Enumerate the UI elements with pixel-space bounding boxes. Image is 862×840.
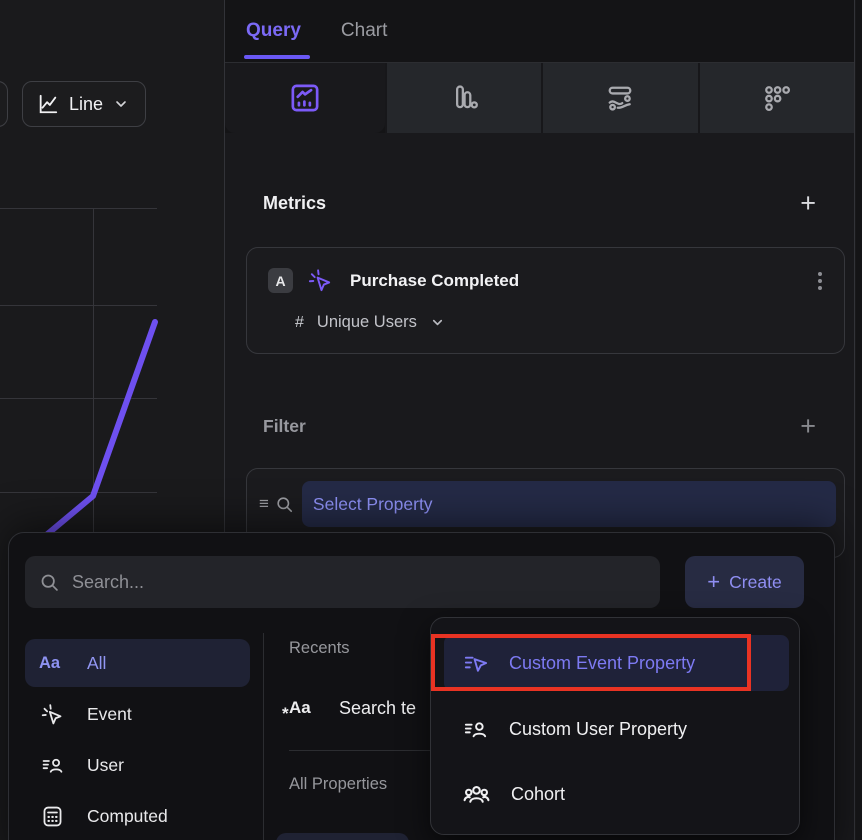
user-properties-icon [39, 753, 65, 778]
category-label: Computed [87, 805, 168, 826]
all-properties-section-title: All Properties [289, 775, 388, 793]
section-divider [289, 750, 445, 751]
plus-icon: + [707, 569, 721, 594]
measure-label: Unique Users [316, 313, 417, 331]
chart-gridline [93, 208, 94, 532]
chevron-down-icon [116, 101, 126, 107]
recents-section-title: Recents [289, 639, 350, 657]
retention-dots-icon [764, 86, 790, 112]
picker-search-input[interactable] [72, 571, 646, 593]
metric-card[interactable]: A Purchase Completed # Unique Users [246, 247, 845, 354]
custom-event-property-icon [464, 656, 488, 672]
chart-type-dropdown[interactable]: Line [22, 81, 147, 127]
menu-item-label: Custom Event Property [509, 652, 696, 673]
clipped-toolbar-button[interactable] [0, 81, 8, 127]
picker-search-field[interactable] [25, 556, 660, 608]
tab-query[interactable]: Query [244, 20, 310, 59]
search-icon [41, 574, 58, 591]
active-tab-underline [244, 55, 310, 59]
add-filter-button[interactable]: + [800, 411, 816, 441]
category-computed[interactable]: Computed [25, 792, 250, 840]
tab-insights[interactable] [225, 63, 385, 133]
chart-gridline [0, 398, 157, 399]
category-label: User [87, 754, 124, 775]
line-chart-series [11, 319, 158, 560]
query-panel: Query Chart [224, 0, 855, 840]
chart-gridline [0, 208, 157, 209]
calculator-icon [39, 804, 65, 829]
metrics-header: Metrics + [263, 188, 816, 218]
bar-chart-icon [456, 85, 479, 109]
filter-header: Filter + [263, 411, 816, 441]
tab-retention[interactable] [697, 63, 854, 133]
chart-gridline [0, 492, 157, 493]
category-label: All [87, 652, 107, 673]
drag-handle-icon[interactable]: ≡ [259, 494, 269, 513]
select-property-text: Select Property [312, 493, 433, 514]
menu-item-custom-user-property[interactable]: Custom User Property [444, 701, 789, 757]
metrics-title: Metrics [263, 192, 327, 213]
category-list: Aa All Event [25, 639, 250, 840]
results-column: Recents Aa * Search te All Properties [282, 639, 689, 794]
insights-chart-icon [291, 84, 319, 112]
tab-flows[interactable] [541, 63, 698, 133]
custom-property-aa-icon: Aa * [282, 698, 311, 723]
category-user[interactable]: User [25, 741, 250, 789]
metric-event-name[interactable]: Purchase Completed [350, 270, 520, 290]
numeric-measure-icon: # [295, 313, 304, 331]
custom-user-property-icon [464, 721, 487, 737]
recent-item-label: Search te [339, 697, 417, 718]
event-cursor-icon [39, 702, 65, 727]
chevron-down-icon [432, 319, 442, 326]
aa-icon: Aa [39, 653, 61, 672]
tab-bar-chart[interactable] [385, 63, 542, 133]
menu-item-label: Cohort [511, 783, 566, 804]
category-event[interactable]: Event [25, 690, 250, 738]
category-label: Event [87, 703, 132, 724]
line-chart-icon [39, 94, 58, 114]
column-divider [263, 633, 264, 840]
menu-item-cohort[interactable]: Cohort [444, 766, 789, 822]
highlighted-property-row[interactable] [276, 833, 409, 840]
flows-icon [609, 86, 632, 111]
filter-title: Filter [263, 415, 306, 436]
menu-item-custom-event-property[interactable]: Custom Event Property [444, 635, 789, 691]
panel-tab-bar: Query Chart [225, 0, 854, 63]
event-cursor-icon [308, 269, 331, 292]
cohort-icon [463, 785, 490, 803]
category-all[interactable]: Aa All [25, 639, 250, 687]
tab-chart[interactable]: Chart [340, 20, 388, 41]
measure-selector[interactable]: # Unique Users [295, 313, 445, 332]
metric-card-row-event: A Purchase Completed [268, 267, 828, 294]
recent-item[interactable]: Aa * Search te [282, 688, 689, 728]
chart-gridline [0, 305, 157, 306]
chart-type-label: Line [69, 93, 104, 114]
create-button-label: Create [729, 571, 782, 592]
menu-item-label: Custom User Property [509, 718, 688, 739]
series-badge: A [268, 268, 293, 293]
view-type-tab-strip [225, 63, 854, 133]
create-button[interactable]: + Create [685, 556, 804, 608]
metric-more-options-icon[interactable] [812, 268, 828, 294]
search-icon [277, 496, 292, 512]
add-metric-button[interactable]: + [800, 188, 816, 218]
select-property-input[interactable]: Select Property [301, 481, 836, 527]
window-edge [856, 0, 862, 840]
create-context-menu: Custom Event Property Custom User Proper… [430, 617, 800, 835]
